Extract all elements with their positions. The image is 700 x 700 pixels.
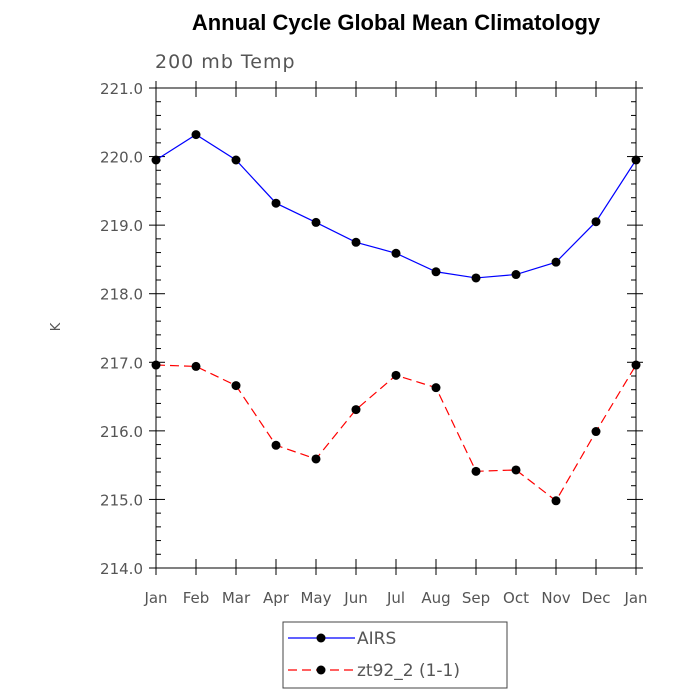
data-point xyxy=(271,440,281,450)
x-tick-label: Feb xyxy=(183,589,210,607)
series-layer xyxy=(151,130,641,506)
x-tick-label: May xyxy=(300,589,331,607)
chart-title: Annual Cycle Global Mean Climatology xyxy=(192,10,601,35)
legend-label-0: AIRS xyxy=(357,629,396,649)
x-tick-label: Jan xyxy=(623,589,647,607)
legend: AIRS zt92_2 (1-1) xyxy=(288,629,460,681)
data-point xyxy=(511,270,521,280)
y-tick-label: 215.0 xyxy=(100,491,143,509)
data-point xyxy=(191,130,201,140)
x-tick-label: Jan xyxy=(143,589,167,607)
x-tick-label: Mar xyxy=(222,589,251,607)
data-point xyxy=(351,237,361,247)
data-point xyxy=(431,383,441,393)
y-tick-label: 221.0 xyxy=(100,80,143,98)
data-point xyxy=(551,257,561,267)
x-tick-labels: Jan Feb Mar Apr May Jun Jul Aug Sep Oct Nov Dec Jan xyxy=(143,589,647,607)
axis-ticks xyxy=(149,81,643,575)
y-tick-label: 216.0 xyxy=(100,423,143,441)
data-point xyxy=(551,496,561,506)
legend-box xyxy=(282,621,508,689)
legend-label-1: zt92_2 (1-1) xyxy=(357,661,460,681)
data-point xyxy=(311,454,321,464)
data-point xyxy=(591,217,601,227)
x-tick-label: Jul xyxy=(386,589,405,607)
x-tick-label: Sep xyxy=(462,589,490,607)
data-point xyxy=(231,381,241,391)
data-point xyxy=(511,465,521,475)
x-tick-label: Oct xyxy=(503,589,529,607)
data-point xyxy=(471,273,481,283)
data-point xyxy=(351,405,361,415)
series-line-1 xyxy=(155,364,637,502)
data-point xyxy=(391,248,401,258)
chart-subtitle: 200 mb Temp xyxy=(155,51,296,73)
x-tick-label: Aug xyxy=(421,589,450,607)
x-tick-label: Jun xyxy=(343,589,367,607)
y-tick-labels: 214.0 215.0 216.0 217.0 218.0 219.0 220.0 221.0 xyxy=(100,80,143,578)
data-point xyxy=(231,155,241,165)
x-tick-label: Nov xyxy=(541,589,570,607)
y-tick-label: 214.0 xyxy=(100,560,143,578)
y-tick-label: 220.0 xyxy=(100,149,143,167)
data-point xyxy=(151,155,161,165)
data-point xyxy=(591,427,601,437)
data-point xyxy=(151,360,161,370)
legend-marker xyxy=(316,665,326,675)
legend-marker xyxy=(316,633,326,643)
x-tick-label: Apr xyxy=(263,589,290,607)
y-tick-label: 219.0 xyxy=(100,217,143,235)
plot-frame xyxy=(155,87,637,569)
y-axis-label: K xyxy=(49,322,64,331)
data-point xyxy=(431,267,441,277)
x-tick-label: Dec xyxy=(581,589,610,607)
data-point xyxy=(391,370,401,380)
data-point xyxy=(471,466,481,476)
data-point xyxy=(191,361,201,371)
data-point xyxy=(631,360,641,370)
y-tick-label: 217.0 xyxy=(100,354,143,372)
y-tick-label: 218.0 xyxy=(100,286,143,304)
data-point xyxy=(311,217,321,227)
data-point xyxy=(631,155,641,165)
data-point xyxy=(271,198,281,208)
